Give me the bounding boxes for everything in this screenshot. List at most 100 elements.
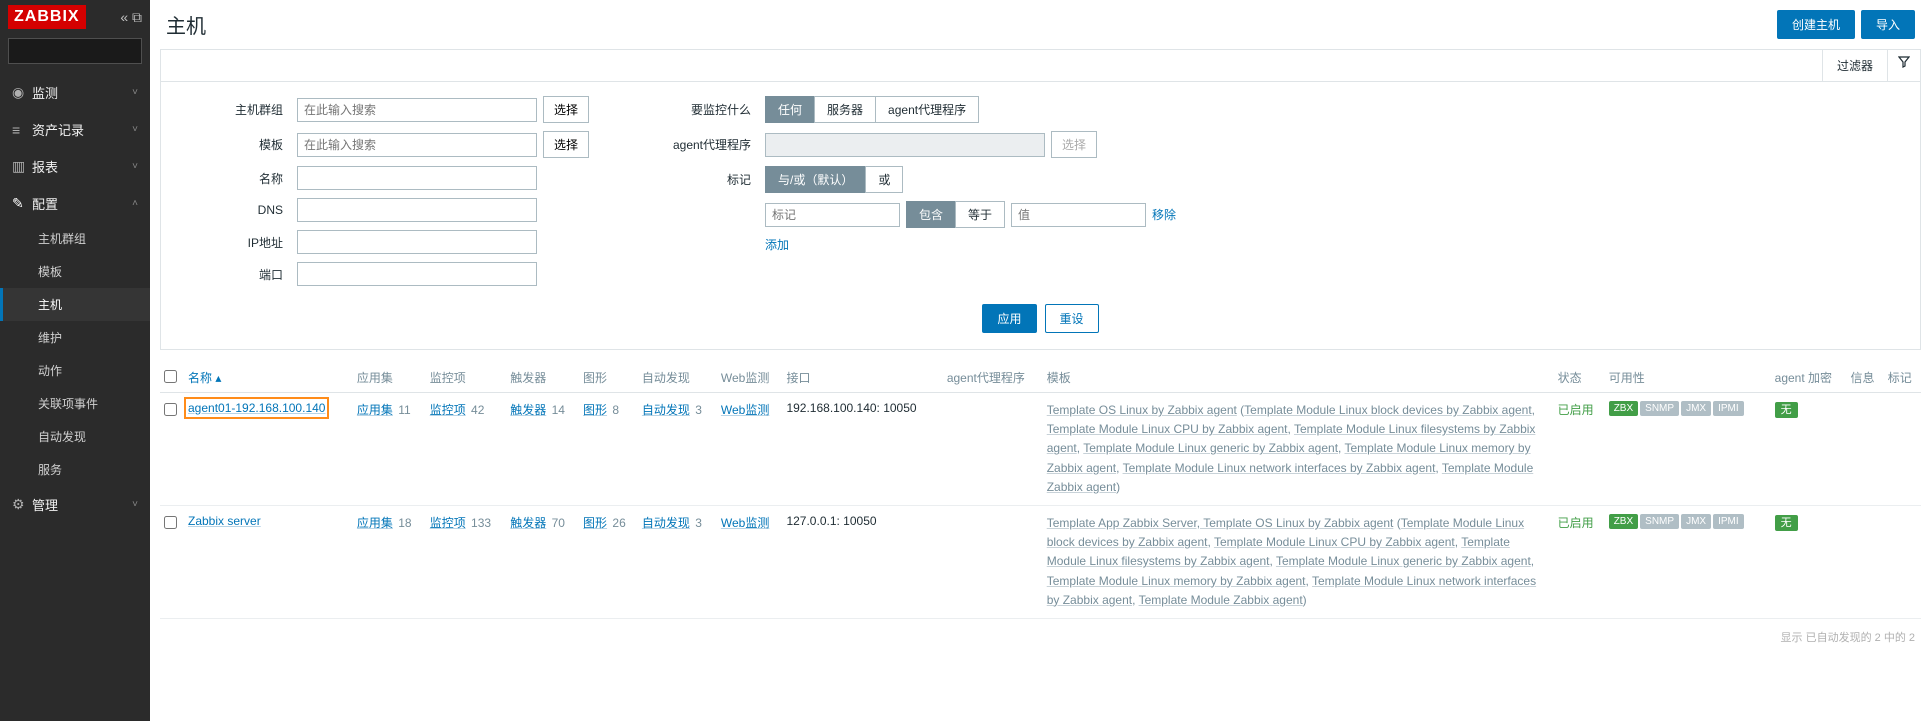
col-13[interactable]: agent 加密 — [1771, 362, 1847, 393]
col-10[interactable]: 模板 — [1043, 362, 1554, 393]
items-count: 133 — [468, 516, 491, 530]
nav-item-资产记录[interactable]: ≡资产记录˅ — [0, 111, 150, 148]
create-host-button[interactable]: 创建主机 — [1777, 10, 1855, 39]
graphs-link[interactable]: 图形 — [583, 403, 607, 417]
snmp-badge: SNMP — [1640, 401, 1679, 416]
sidebar-search[interactable]: 🔍 — [8, 38, 142, 64]
remove-tag-link[interactable]: 移除 — [1152, 206, 1176, 223]
zbx-badge: ZBX — [1609, 514, 1638, 529]
input-ip[interactable] — [297, 230, 537, 254]
cell-apps: 应用集 18 — [353, 505, 426, 618]
sub-item-主机群组[interactable]: 主机群组 — [0, 222, 150, 255]
collapse-icon[interactable]: « ⧉ — [120, 9, 142, 26]
col-3[interactable]: 监控项 — [426, 362, 507, 393]
col-4[interactable]: 触发器 — [506, 362, 579, 393]
discovery-link[interactable]: 自动发现 — [642, 403, 690, 417]
status-link[interactable]: 已启用 — [1558, 516, 1594, 530]
sub-item-关联项事件[interactable]: 关联项事件 — [0, 387, 150, 420]
seg-match-1[interactable]: 等于 — [955, 201, 1005, 228]
row-checkbox[interactable] — [164, 516, 177, 529]
select-template-button[interactable]: 选择 — [543, 131, 589, 158]
select-hostgroup-button[interactable]: 选择 — [543, 96, 589, 123]
col-9[interactable]: agent代理程序 — [943, 362, 1043, 393]
availability: ZBXSNMPJMXIPMI — [1609, 514, 1767, 529]
logo[interactable]: ZABBIX — [8, 5, 86, 29]
seg-tags-andor-0[interactable]: 与/或（默认） — [765, 166, 866, 193]
nav-label: 配置 — [32, 194, 132, 213]
input-dns[interactable] — [297, 198, 537, 222]
sub-item-动作[interactable]: 动作 — [0, 354, 150, 387]
col-1[interactable]: 名称 ▴ — [184, 362, 353, 393]
col-8[interactable]: 接口 — [782, 362, 942, 393]
sub-item-主机[interactable]: 主机 — [0, 288, 150, 321]
seg-match-0[interactable]: 包含 — [906, 201, 956, 228]
row-checkbox[interactable] — [164, 403, 177, 416]
graphs-link[interactable]: 图形 — [583, 516, 607, 530]
sub-item-服务[interactable]: 服务 — [0, 453, 150, 486]
apps-link[interactable]: 应用集 — [357, 516, 393, 530]
seg-tags-andor-1[interactable]: 或 — [865, 166, 903, 193]
discovery-count: 3 — [692, 403, 702, 417]
input-hostgroup[interactable] — [297, 98, 537, 122]
template-link[interactable]: Template App Zabbix Server, Template OS … — [1047, 516, 1394, 530]
template-link[interactable]: Template Module Linux CPU by Zabbix agen… — [1214, 535, 1455, 549]
nav-item-监测[interactable]: ◉监测˅ — [0, 74, 150, 111]
template-link[interactable]: Template Module Linux CPU by Zabbix agen… — [1047, 422, 1288, 436]
label-port: 端口 — [181, 266, 291, 283]
col-12[interactable]: 可用性 — [1605, 362, 1771, 393]
import-button[interactable]: 导入 — [1861, 10, 1915, 39]
add-tag-link[interactable]: 添加 — [765, 236, 789, 253]
input-name[interactable] — [297, 166, 537, 190]
sub-item-维护[interactable]: 维护 — [0, 321, 150, 354]
sub-item-模板[interactable]: 模板 — [0, 255, 150, 288]
reset-button[interactable]: 重设 — [1045, 304, 1099, 333]
sub-item-自动发现[interactable]: 自动发现 — [0, 420, 150, 453]
col-7[interactable]: Web监测 — [717, 362, 783, 393]
status-link[interactable]: 已启用 — [1558, 403, 1594, 417]
input-tag-name[interactable] — [765, 203, 900, 227]
filter-toggle-icon[interactable] — [1887, 50, 1920, 81]
input-port[interactable] — [297, 262, 537, 286]
template-link[interactable]: Template Module Linux memory by Zabbix a… — [1047, 574, 1306, 588]
template-link[interactable]: Template Module Linux generic by Zabbix … — [1276, 554, 1531, 568]
template-link[interactable]: Template Module Linux generic by Zabbix … — [1083, 441, 1338, 455]
nav-item-管理[interactable]: ⚙管理˅ — [0, 486, 150, 523]
items-link[interactable]: 监控项 — [430, 516, 466, 530]
jmx-badge: JMX — [1681, 401, 1711, 416]
filter-tab[interactable]: 过滤器 — [1822, 50, 1887, 81]
cell-info — [1847, 505, 1884, 618]
triggers-link[interactable]: 触发器 — [510, 516, 546, 530]
nav-item-报表[interactable]: ▥报表˅ — [0, 148, 150, 185]
web-link[interactable]: Web监测 — [721, 403, 769, 417]
triggers-link[interactable]: 触发器 — [510, 403, 546, 417]
select-all-checkbox[interactable] — [164, 370, 177, 383]
template-link[interactable]: Template Module Zabbix agent — [1139, 593, 1303, 607]
col-6[interactable]: 自动发现 — [638, 362, 717, 393]
seg-monitor-1[interactable]: 服务器 — [814, 96, 876, 123]
cell-check — [160, 505, 184, 618]
discovery-link[interactable]: 自动发现 — [642, 516, 690, 530]
seg-monitor-0[interactable]: 任何 — [765, 96, 815, 123]
seg-monitor-2[interactable]: agent代理程序 — [875, 96, 979, 123]
col-2[interactable]: 应用集 — [353, 362, 426, 393]
input-tag-value[interactable] — [1011, 203, 1146, 227]
template-link[interactable]: Template OS Linux by Zabbix agent — [1047, 403, 1237, 417]
template-link[interactable]: Template Module Linux block devices by Z… — [1244, 403, 1532, 417]
host-name-link[interactable]: agent01-192.168.100.140 — [188, 401, 325, 415]
nav-item-配置[interactable]: ✎配置˄ — [0, 185, 150, 222]
encryption-badge: 无 — [1775, 515, 1798, 531]
footer-count: 显示 已自动发现的 2 中的 2 — [150, 619, 1931, 655]
apps-link[interactable]: 应用集 — [357, 403, 393, 417]
template-link[interactable]: Template Module Linux network interfaces… — [1123, 461, 1436, 475]
host-name-link[interactable]: Zabbix server — [188, 514, 261, 528]
apply-button[interactable]: 应用 — [982, 304, 1036, 333]
col-14[interactable]: 信息 — [1847, 362, 1884, 393]
col-0[interactable] — [160, 362, 184, 393]
page-header: 主机 创建主机 导入 — [150, 0, 1931, 49]
web-link[interactable]: Web监测 — [721, 516, 769, 530]
input-template[interactable] — [297, 133, 537, 157]
items-link[interactable]: 监控项 — [430, 403, 466, 417]
col-11[interactable]: 状态 — [1554, 362, 1605, 393]
col-5[interactable]: 图形 — [579, 362, 638, 393]
col-15[interactable]: 标记 — [1884, 362, 1921, 393]
